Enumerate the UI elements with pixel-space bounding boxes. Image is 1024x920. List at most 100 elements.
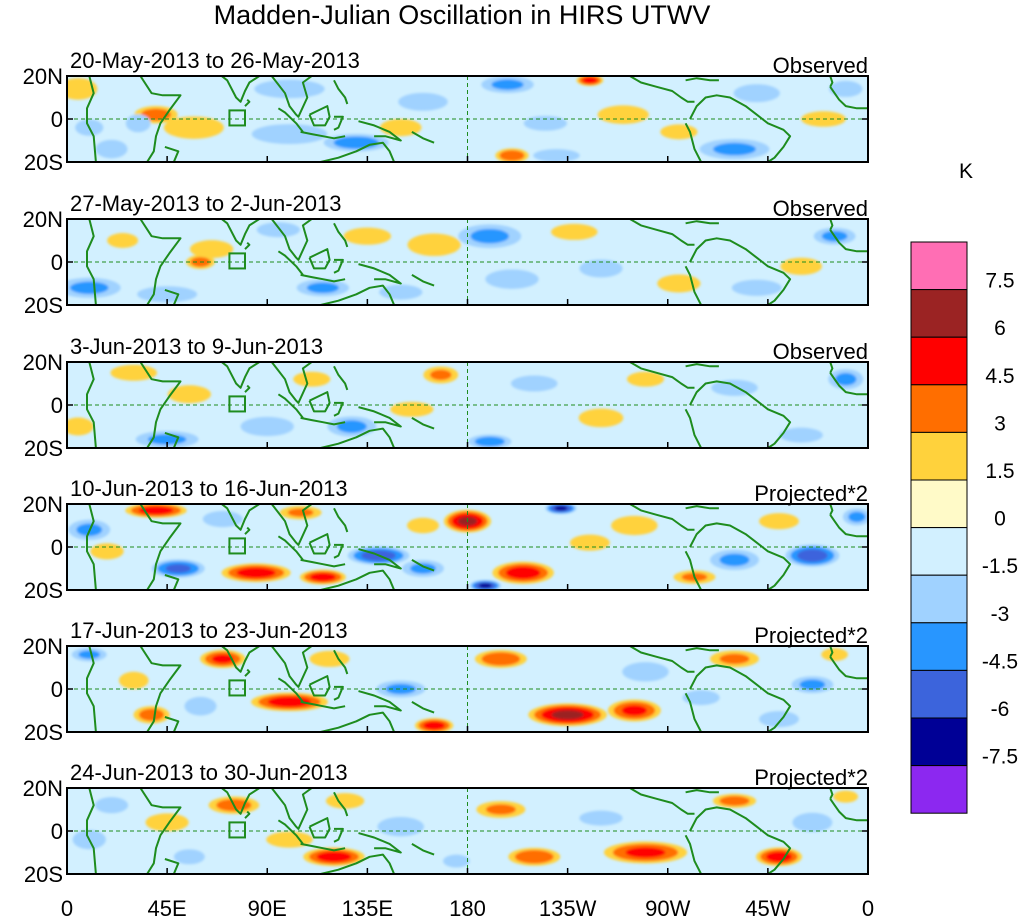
panels-group: 20N 0 20S 20-May-2013 to 26-May-2013 Observe… [23, 48, 869, 887]
x-tick-label: 180 [449, 896, 486, 920]
anomaly-contour [145, 813, 189, 832]
coastline [829, 514, 868, 538]
anomaly-contour [293, 371, 331, 387]
coastline [139, 646, 182, 732]
panel-2: 20N 0 20S 27-May-2013 to 2-Jun-2013 Observed [23, 191, 869, 318]
colorbar-level-label: -6 [991, 698, 1010, 721]
coastline [829, 798, 868, 822]
coastline [411, 843, 435, 856]
panel-title: 3-Jun-2013 to 9-Jun-2013 [70, 334, 323, 359]
anomaly-contour [719, 796, 750, 806]
anomaly-contour [443, 854, 470, 868]
chart-title: Madden-Julian Oscillation in HIRS UTWV [214, 0, 711, 30]
coastline [333, 791, 349, 817]
coastline [86, 504, 97, 590]
panel-title: 27-May-2013 to 2-Jun-2013 [70, 191, 342, 216]
coastline [244, 526, 251, 535]
colorbar-level-label: 6 [994, 317, 1006, 340]
anomaly-contour [533, 149, 580, 162]
anomaly-contour [202, 511, 243, 528]
panel-3: 20N 0 20S 3-Jun-2013 to 9-Jun-2013 Observed [23, 334, 869, 461]
coastline [164, 574, 180, 590]
coastlines [86, 788, 868, 874]
x-tick-label: 45W [745, 896, 790, 920]
y-tick-label: 0 [51, 393, 63, 418]
anomaly-contour [597, 105, 649, 124]
coastline [358, 263, 402, 285]
coastline [320, 711, 396, 732]
coastline [629, 362, 695, 389]
anomaly-contour [173, 849, 205, 865]
coastline [300, 842, 346, 852]
anomaly-contour [410, 563, 436, 574]
anomaly-contour [78, 650, 100, 659]
region-box [228, 537, 247, 555]
coastline [333, 649, 349, 675]
anomaly-field [68, 504, 868, 590]
coastline [320, 569, 396, 590]
anomaly-contour [165, 564, 191, 573]
coastline [300, 700, 346, 710]
coastline [193, 362, 262, 389]
coastline [164, 431, 180, 448]
coastline [333, 79, 349, 105]
colorbar-swatch [910, 289, 968, 338]
anomaly-contour [713, 142, 756, 156]
y-tick-label: 0 [51, 107, 63, 132]
coastline [300, 558, 346, 568]
colorbar-swatch [910, 717, 968, 767]
coastline [333, 827, 344, 843]
anomaly-contour [759, 711, 799, 728]
colorbar-level-label: 0 [994, 508, 1006, 531]
panel-kind: Observed [773, 339, 868, 364]
coastline [689, 94, 792, 162]
anomaly-contour [407, 233, 461, 257]
anomaly-contour [138, 708, 165, 721]
coastline [333, 258, 344, 274]
coastlines [86, 76, 868, 162]
anomaly-contour [579, 259, 623, 278]
anomaly-contour [582, 77, 598, 84]
coastline [139, 362, 182, 448]
coastline [270, 219, 313, 261]
panel-kind: Projected*2 [754, 623, 868, 648]
coastline [358, 406, 402, 428]
region-box [228, 821, 247, 839]
anomaly-contour [835, 373, 857, 386]
anomaly-contour [316, 851, 352, 863]
coastline [684, 550, 702, 590]
colorbar-swatch [910, 336, 968, 386]
coastline [193, 504, 262, 531]
coastline [685, 363, 719, 368]
coastline [86, 219, 97, 305]
anomaly-contour [622, 662, 669, 682]
coastline [689, 664, 792, 732]
coastline [277, 107, 304, 133]
anomaly-contour [163, 116, 224, 139]
anomaly-contour [336, 420, 367, 433]
y-tick-label: 20N [23, 207, 63, 232]
coastline [629, 788, 695, 815]
y-tick-label: 20N [23, 64, 63, 89]
coastline [308, 675, 331, 697]
colorbar-level-label: 4.5 [985, 365, 1014, 388]
coastline [193, 76, 262, 103]
coastlines [86, 219, 868, 305]
coastline [411, 417, 435, 430]
coastline [300, 416, 346, 426]
panel-kind: Projected*2 [754, 481, 868, 506]
colorbar-swatch [910, 384, 968, 433]
coastline [308, 248, 331, 270]
coastline [685, 505, 719, 510]
colorbar-level-label: -7.5 [982, 746, 1018, 769]
region-box [228, 252, 247, 270]
coastline [333, 365, 349, 391]
anomaly-contour [167, 385, 212, 404]
coastline [308, 391, 331, 413]
anomaly-contour [510, 375, 558, 392]
coastline [629, 219, 695, 246]
x-tick-label: 90W [645, 896, 690, 920]
coastline [829, 229, 868, 253]
coastline [829, 86, 868, 110]
